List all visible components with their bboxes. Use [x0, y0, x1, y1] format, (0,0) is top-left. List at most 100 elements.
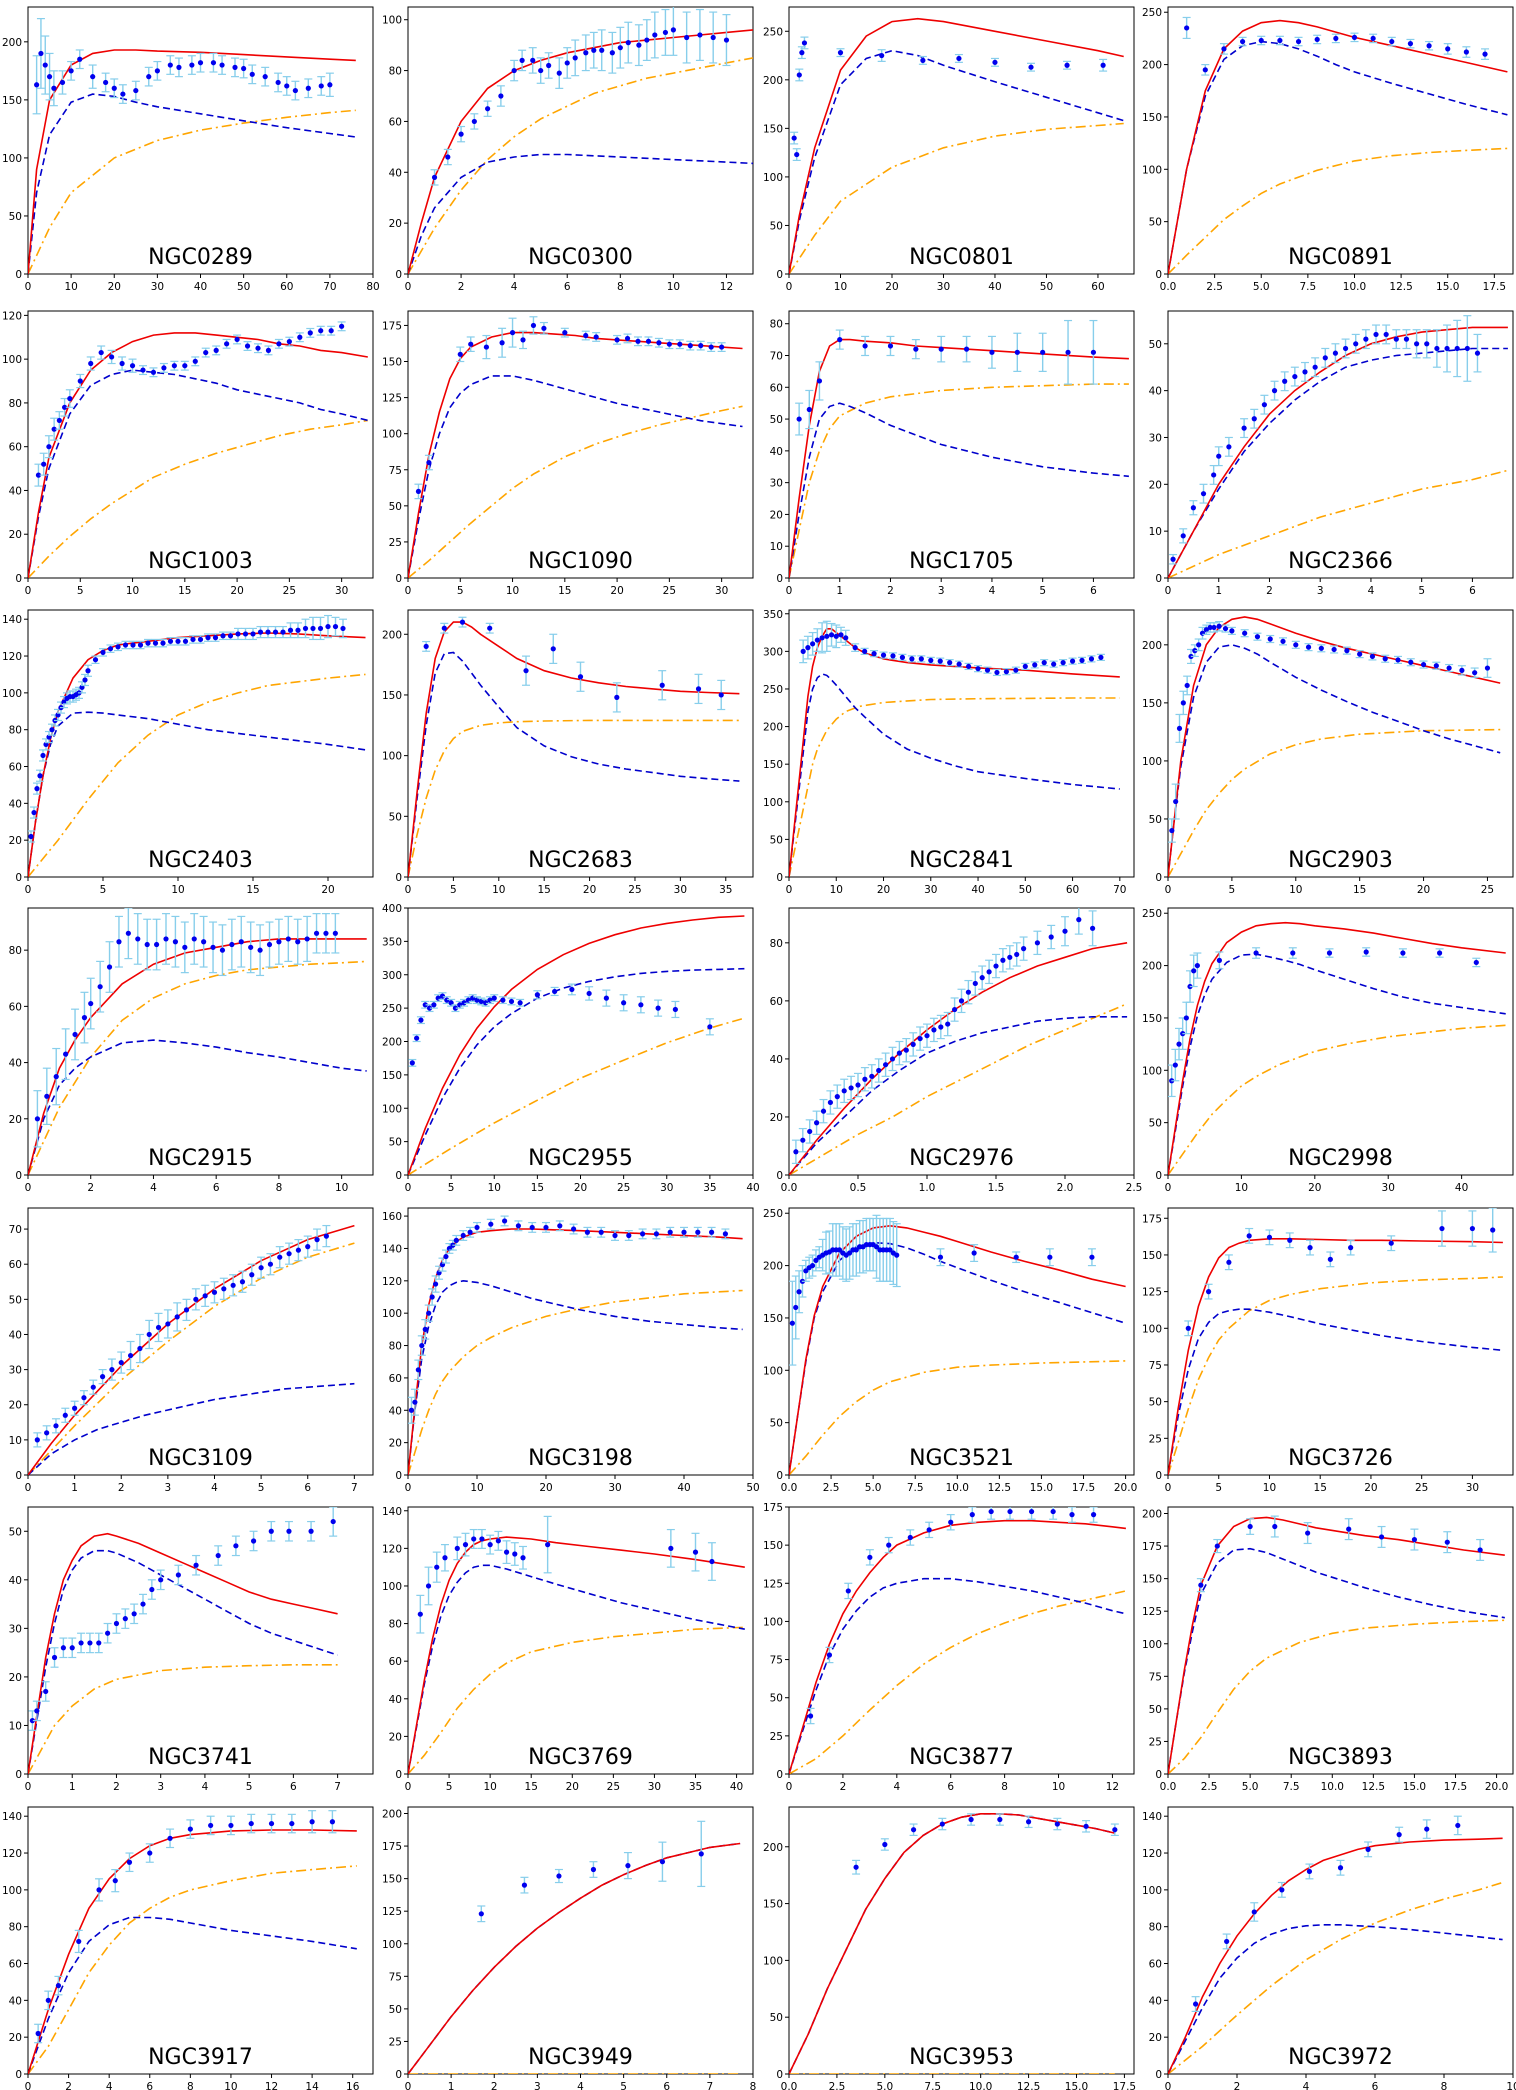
- chart-panel-ngc2998: 0 10 20 30 40 0 50 100 150 200 250 NGC2998: [1142, 907, 1514, 1194]
- series-line-dashdot: [789, 1003, 1128, 1175]
- data-point: [1062, 928, 1068, 934]
- data-point: [1369, 653, 1376, 660]
- data-point: [1246, 1233, 1252, 1239]
- data-point: [248, 1820, 254, 1827]
- y-tick-label: 100: [2, 354, 22, 366]
- data-point: [926, 1527, 932, 1533]
- series-line-dashed: [1168, 1308, 1503, 1475]
- series-line-dashdot: [28, 673, 366, 877]
- data-point: [1224, 1938, 1230, 1945]
- data-point: [228, 1822, 234, 1829]
- data-point: [517, 1000, 523, 1006]
- x-tick-label: 0: [786, 884, 793, 896]
- x-tick-label: 6: [564, 281, 571, 293]
- series-line-dashdot: [408, 1017, 745, 1175]
- data-point: [340, 625, 346, 632]
- series-line-total: [789, 1813, 1115, 2074]
- galaxy-name-label: NGC0801: [909, 245, 1014, 270]
- data-point: [485, 106, 491, 112]
- y-tick-label: 0: [1155, 573, 1162, 585]
- data-point: [972, 980, 978, 987]
- y-tick-label: 200: [382, 629, 402, 641]
- data-point: [69, 1645, 75, 1651]
- galaxy-name-label: NGC1090: [528, 549, 633, 574]
- data-point: [1482, 51, 1488, 57]
- data-point: [695, 686, 702, 692]
- data-point: [1064, 62, 1070, 68]
- data-point: [989, 349, 995, 355]
- data-point: [698, 343, 704, 349]
- x-tick-label: 10.0: [946, 1482, 969, 1494]
- data-point: [267, 1261, 274, 1267]
- y-tick-label: 80: [389, 66, 402, 78]
- data-point: [1477, 1547, 1483, 1553]
- data-point: [167, 62, 173, 68]
- data-point: [1022, 663, 1028, 670]
- data-point: [883, 1062, 889, 1068]
- data-point: [855, 1082, 861, 1088]
- data-point: [796, 1289, 802, 1295]
- plot-area: [789, 908, 1128, 1175]
- data-point: [189, 62, 195, 68]
- data-point: [993, 963, 999, 969]
- data-point: [1176, 1041, 1182, 1047]
- data-point: [698, 1851, 704, 1857]
- data-point: [1258, 37, 1264, 44]
- data-point: [1251, 416, 1257, 422]
- data-point: [1021, 946, 1027, 952]
- data-point: [46, 74, 53, 80]
- data-point: [948, 1519, 954, 1525]
- data-point: [44, 1093, 50, 1099]
- data-point: [220, 633, 226, 639]
- series-line-dashed: [789, 1241, 1126, 1475]
- data-point: [232, 64, 238, 70]
- x-tick-label: 2: [491, 2081, 498, 2090]
- x-tick-label: 1.0: [919, 1182, 936, 1194]
- y-tick-label: 0: [1155, 1470, 1162, 1482]
- data-point: [500, 997, 506, 1003]
- data-point: [137, 1345, 143, 1352]
- data-point: [182, 363, 188, 369]
- data-point: [1400, 950, 1406, 956]
- data-point: [474, 997, 480, 1003]
- x-tick-label: 20.0: [1485, 1781, 1508, 1793]
- galaxy-name-label: NGC3877: [909, 1745, 1014, 1770]
- y-tick-label: 80: [389, 1619, 402, 1631]
- data-point: [1420, 661, 1427, 668]
- plot-frame: [1167, 1506, 1514, 1775]
- data-point: [889, 1056, 896, 1062]
- y-tick-label: 0: [1155, 1170, 1162, 1182]
- data-point: [81, 1015, 88, 1021]
- data-point: [122, 1616, 128, 1622]
- data-point: [997, 1816, 1003, 1823]
- data-point: [250, 631, 256, 637]
- y-tick-label: 0: [1155, 2069, 1162, 2081]
- y-tick-label: 30: [9, 1623, 22, 1635]
- data-point: [495, 1538, 501, 1544]
- data-point: [614, 694, 620, 700]
- x-tick-label: 5: [1039, 585, 1046, 597]
- data-point: [692, 1549, 699, 1555]
- data-point: [986, 969, 992, 975]
- x-tick-label: 4: [202, 1781, 209, 1793]
- x-tick-label: 7: [351, 1482, 358, 1494]
- series-line-total: [408, 915, 745, 1175]
- y-tick-label: 140: [2, 1811, 22, 1823]
- data-point: [339, 323, 345, 329]
- data-point: [837, 50, 844, 56]
- data-point: [626, 1232, 632, 1239]
- data-point: [530, 322, 537, 329]
- data-point: [503, 1549, 510, 1555]
- y-tick-label: 20: [9, 1672, 22, 1684]
- x-tick-label: 35: [689, 1781, 702, 1793]
- data-point: [1414, 341, 1420, 347]
- data-point: [1184, 25, 1190, 31]
- y-tick-label: 60: [9, 1959, 22, 1971]
- x-tick-label: 7.5: [924, 2081, 941, 2090]
- y-tick-label: 125: [382, 1906, 402, 1918]
- data-point: [250, 1538, 257, 1544]
- data-point: [34, 82, 40, 88]
- data-point: [87, 1640, 93, 1646]
- data-point: [667, 1229, 673, 1235]
- data-point: [584, 1229, 590, 1235]
